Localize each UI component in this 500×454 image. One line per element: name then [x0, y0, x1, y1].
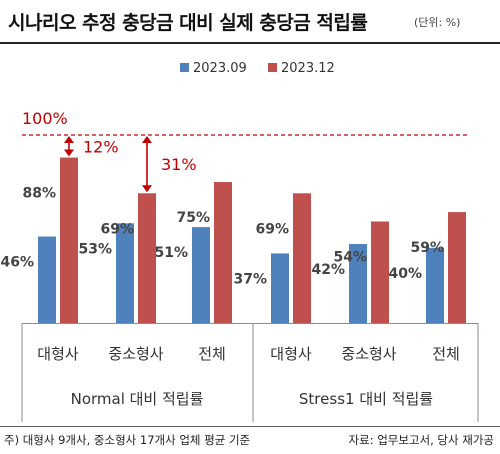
data-label-stress1-중소형사-2023.12: 54%: [333, 249, 367, 265]
gap-annotation-label-0: 12%: [83, 137, 119, 156]
data-label-normal-중소형사-2023.09: 53%: [78, 241, 112, 257]
data-label-normal-중소형사-2023.12: 69%: [100, 221, 134, 237]
bottom-rule: [0, 426, 500, 427]
bar-normal-중소형사-2023.12: [138, 193, 156, 323]
data-label-stress1-전체-2023.09: 40%: [388, 266, 422, 282]
category-label-stress1-대형사: 대형사: [270, 345, 312, 363]
category-label-normal-중소형사: 중소형사: [108, 345, 163, 363]
data-label-stress1-전체-2023.12: 59%: [410, 240, 444, 256]
bar-stress1-대형사-2023.09: [271, 253, 289, 323]
unit-label: (단위: %): [414, 16, 461, 29]
legend-label-2023.12: 2023.12: [281, 61, 335, 76]
category-label-stress1-전체: 전체: [432, 345, 460, 363]
bar-stress1-대형사-2023.12: [293, 193, 311, 323]
bar-normal-중소형사-2023.09: [116, 223, 134, 323]
category-label-normal-전체: 전체: [198, 345, 226, 363]
data-label-normal-대형사-2023.09: 46%: [0, 255, 34, 271]
gap-arrow-head-bottom-0: [64, 149, 74, 157]
data-label-normal-전체-2023.09: 51%: [154, 245, 188, 261]
top-rule: [0, 42, 500, 44]
legend-label-2023.09: 2023.09: [193, 61, 247, 76]
chart-title: 시나리오 추정 충당금 대비 실제 충당금 적립률: [8, 12, 368, 34]
bar-stress1-전체-2023.09: [426, 247, 444, 323]
category-label-stress1-중소형사: 중소형사: [341, 345, 396, 363]
bar-normal-대형사-2023.09: [38, 236, 56, 323]
gap-arrow-head-top-0: [64, 136, 74, 143]
bar-stress1-중소형사-2023.12: [371, 221, 389, 323]
bar-chart: 2023.09 2023.12 100% 46% 88% 53% 69% 51% 75% 37% 6…: [0, 61, 479, 422]
group-label-normal: Normal 대비 적립률: [71, 390, 204, 408]
data-label-normal-대형사-2023.12: 88%: [22, 186, 56, 202]
legend-swatch-2023.09: [180, 63, 189, 72]
gap-annotation-label-1: 31%: [161, 155, 197, 174]
bar-normal-전체-2023.09: [192, 227, 210, 323]
bar-normal-대형사-2023.12: [60, 157, 78, 323]
bar-stress1-중소형사-2023.09: [349, 244, 367, 323]
data-label-normal-전체-2023.12: 75%: [176, 210, 210, 226]
gap-arrow-head-top-1: [142, 136, 152, 143]
group-label-stress1: Stress1 대비 적립률: [299, 390, 433, 408]
legend-swatch-2023.12: [268, 63, 277, 72]
reference-line-label: 100%: [22, 109, 68, 128]
gap-arrow-head-bottom-1: [142, 185, 152, 193]
source-note: 자료: 업무보고서, 당사 재가공: [348, 433, 494, 447]
data-label-stress1-대형사-2023.12: 69%: [255, 221, 289, 237]
data-label-stress1-중소형사-2023.09: 42%: [311, 262, 345, 278]
data-label-stress1-대형사-2023.09: 37%: [233, 271, 267, 287]
category-label-normal-대형사: 대형사: [37, 345, 79, 363]
bar-normal-전체-2023.12: [214, 182, 232, 323]
footnote: 주) 대형사 9개사, 중소형사 17개사 업체 평균 기준: [4, 433, 251, 447]
bar-stress1-전체-2023.12: [448, 212, 466, 323]
